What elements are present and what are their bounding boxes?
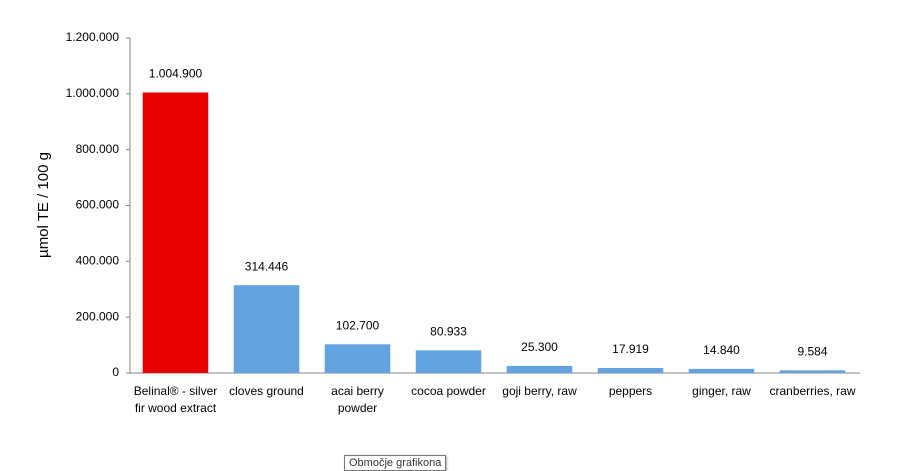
x-tick-label: ginger, raw [692,384,751,398]
x-tick-label: cocoa powder [411,384,486,398]
y-tick-label: 200.000 [76,309,120,323]
bar [324,344,391,373]
value-label: 9.584 [797,344,827,358]
value-label: 80.933 [430,325,467,339]
value-label: 314.446 [245,259,289,273]
y-tick-label: 800.000 [76,142,120,156]
y-tick-label: 1.000.000 [66,86,120,100]
bar [688,368,755,373]
x-tick-label: peppers [608,384,653,398]
tooltip: Območje grafikona [344,455,447,471]
value-label: 1.004.900 [149,67,203,81]
x-tick-label: acai berry powder [331,384,384,415]
value-label: 102.700 [336,319,380,333]
bar [233,285,300,373]
bar [779,370,846,373]
bar [506,365,573,373]
y-tick-label: 1.200.000 [66,30,120,44]
x-tick-label: cranberries, raw [769,384,856,398]
bar [597,367,664,373]
y-tick-label: 0 [112,365,119,379]
y-tick-label: 400.000 [76,254,120,268]
y-tick-label: 600.000 [76,198,120,212]
x-tick-label: goji berry, raw [502,384,577,398]
x-tick-label: Belinal® - silver fir wood extract [133,384,218,415]
bar [142,92,209,373]
value-label: 14.840 [703,343,740,357]
value-label: 17.919 [612,342,649,356]
bar [415,350,482,373]
x-tick-label: cloves ground [229,384,304,398]
value-label: 25.300 [521,340,558,354]
y-axis-title: µmol TE / 100 g [35,152,52,258]
